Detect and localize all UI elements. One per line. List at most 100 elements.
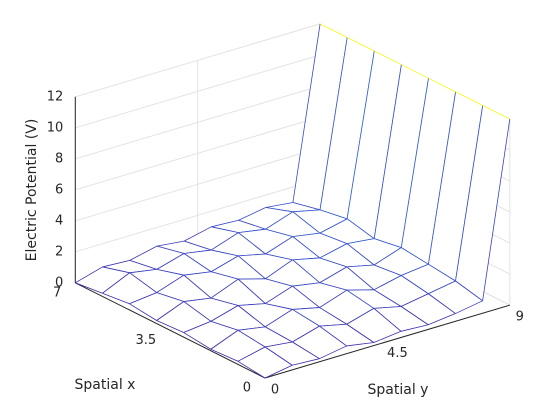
mesh-edge	[238, 207, 266, 221]
mesh-face	[184, 250, 239, 272]
mesh-edge	[183, 249, 212, 254]
mesh-face	[320, 37, 375, 219]
mesh-edge	[183, 240, 212, 251]
mesh-edge	[292, 259, 320, 284]
mesh-face	[211, 232, 266, 256]
mesh-edge	[265, 202, 293, 208]
axis-line	[75, 282, 266, 379]
mesh-edge	[102, 260, 130, 268]
y-tick-label: 4.5	[387, 346, 408, 361]
mesh-face	[346, 289, 402, 309]
mesh-edge	[373, 306, 402, 309]
mesh-edge	[319, 323, 347, 327]
mesh-edge	[373, 289, 402, 307]
mesh-edge	[210, 297, 239, 306]
mesh-face	[292, 233, 347, 258]
mesh-edge	[346, 266, 375, 291]
mesh-edge	[400, 324, 429, 332]
mesh-edge	[428, 293, 456, 314]
mesh-edge	[292, 307, 320, 310]
mesh-edge	[428, 263, 456, 282]
mesh-edge	[237, 360, 266, 379]
mesh-edge	[265, 253, 293, 261]
mesh-edge	[373, 247, 402, 266]
mesh-edge	[129, 292, 157, 305]
mesh-edge	[265, 285, 293, 304]
mesh-edge	[264, 309, 293, 328]
mesh-face	[211, 255, 266, 280]
mesh-edge	[400, 275, 429, 295]
mesh-edge	[265, 259, 293, 280]
mesh-face	[184, 226, 239, 251]
mesh-edge	[238, 303, 266, 306]
z-tick-label: 8	[55, 151, 63, 166]
mesh-edge	[264, 364, 293, 379]
x-tick-label: 0	[243, 381, 251, 396]
mesh-face	[374, 247, 429, 276]
mesh-face	[156, 301, 211, 333]
mesh-face	[292, 307, 347, 327]
mesh-face	[265, 211, 320, 237]
mesh-edge	[183, 301, 212, 322]
mesh-edge	[210, 320, 239, 331]
mesh-face	[374, 275, 429, 307]
mesh-edge	[400, 78, 429, 248]
mesh-edge	[401, 64, 429, 79]
mesh-edge	[319, 23, 348, 38]
mesh-face	[455, 105, 510, 301]
z-tick-label: 6	[55, 182, 63, 197]
mesh-edge	[455, 300, 483, 314]
mesh-edge	[265, 278, 293, 287]
mesh-edge	[292, 325, 320, 343]
mesh-edge	[455, 105, 484, 282]
mesh-edge	[319, 266, 348, 284]
mesh-edge	[319, 218, 348, 234]
mesh-edge	[75, 282, 103, 294]
mesh-edge	[265, 236, 293, 255]
mesh-edge	[265, 211, 294, 230]
mesh-face	[374, 64, 429, 248]
mesh-edge	[102, 272, 130, 294]
mesh-face	[129, 292, 184, 321]
mesh-edge	[292, 202, 321, 211]
mesh-face	[401, 78, 456, 265]
mesh-face	[102, 272, 157, 304]
y-tick-label: 9	[516, 310, 524, 325]
mesh-edge	[373, 264, 402, 276]
mesh-edge	[156, 301, 185, 321]
mesh-edge	[455, 280, 483, 302]
mesh-face	[75, 266, 130, 294]
mesh-edge	[210, 305, 239, 322]
mesh-edge	[210, 329, 239, 350]
mesh-face	[156, 253, 212, 276]
mesh-edge	[292, 358, 320, 366]
mesh-edge	[346, 289, 375, 309]
mesh-edge	[401, 247, 429, 265]
mesh-face	[346, 308, 401, 343]
mesh-edge	[265, 341, 293, 348]
mesh-edge	[292, 211, 321, 234]
mesh-edge	[183, 271, 212, 276]
mesh-edge	[347, 37, 375, 52]
mesh-edge	[401, 263, 429, 276]
mesh-edge	[156, 240, 185, 247]
mesh-edge	[237, 305, 266, 328]
mesh-edge	[292, 257, 320, 261]
mesh-face	[210, 305, 266, 331]
mesh-edge	[210, 232, 239, 251]
mesh-edge	[373, 330, 402, 343]
mesh-face	[238, 207, 293, 230]
x-tick-label: 7	[53, 285, 61, 300]
mesh-face	[347, 51, 402, 239]
mesh-edge	[319, 37, 348, 210]
mesh-edge	[210, 278, 239, 299]
mesh-face	[183, 321, 238, 350]
mesh-edge	[346, 238, 375, 245]
mesh-face	[401, 293, 456, 325]
mesh-edge	[210, 255, 239, 273]
mesh-edge	[346, 308, 375, 325]
mesh-edge	[400, 306, 429, 326]
mesh-edge	[428, 91, 456, 265]
mesh-edge	[428, 77, 456, 93]
